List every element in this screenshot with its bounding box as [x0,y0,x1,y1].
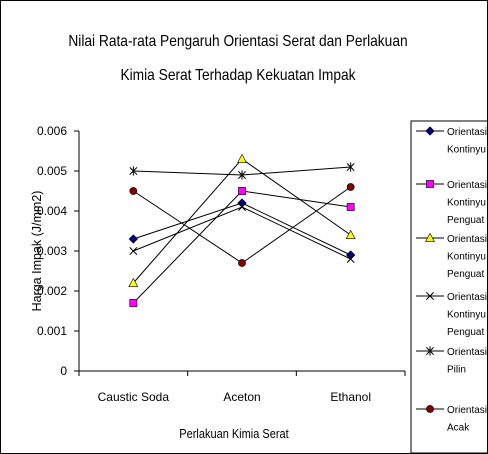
legend-label: Orientasi Sera [447,347,487,358]
chart-title-line-1: Nilai Rata-rata Pengaruh Orientasi Serat… [68,32,407,50]
y-axis-title: Harga Impak (J/mm2) [30,191,44,312]
legend-entry-2: Orientasi Sera Kontinyu 30% Penguat [416,180,487,226]
data-point [346,203,355,211]
data-point [238,259,246,267]
legend-label: Kontinyu 30% [447,198,487,209]
legend-label: Penguat [447,269,484,280]
data-point [129,247,138,255]
data-point [237,153,247,163]
legend-label: Kontinyu 40% [447,252,487,263]
legend-label: Orientasi Sera [447,405,487,416]
legend-label: Pilin [447,365,466,376]
x-tick-label: Aceton [223,390,260,404]
legend-label: Penguat [447,327,484,338]
x-axis-title: Perlakuan Kimia Serat [179,427,289,441]
data-point [129,299,138,307]
data-point [129,187,138,195]
x-tick-label: Ethanol [330,390,371,404]
legend-marker [426,292,434,300]
series-line [132,190,351,304]
data-point [129,166,138,176]
legend-marker [425,232,435,242]
data-point [238,170,246,180]
x-tick-label: Caustic Soda [98,390,170,404]
series-5 [129,162,355,180]
legend-label: Orientasi Sera [447,234,487,245]
legend-marker [426,180,434,188]
legend-box [410,120,487,453]
legend-entry-1: Orientasi Sera Kontinyu [416,126,487,156]
legend-entry-4: Orientasi Sera Kontinyu 50% Penguat [416,292,487,338]
y-tick-label: 0.005 [37,164,67,178]
y-tick-label: 0.002 [37,284,67,298]
legend: Orientasi Sera Kontinyu Orientasi Sera Kont… [410,120,487,453]
legend-entry-5: Orientasi Sera Pilin [416,346,487,376]
series-line [133,202,351,256]
legend-marker [426,346,434,356]
legend-label: Acak [447,423,470,434]
legend-entry-6: Orientasi Sera Acak [416,405,487,434]
series-3 [128,153,356,287]
y-tick-label: 0.004 [37,204,67,218]
series-line [133,206,351,260]
series-6 [129,183,355,267]
data-point [238,203,246,211]
y-tick-label: 0.006 [37,124,67,138]
y-tick-label: 0.001 [37,324,67,338]
series-2 [129,187,355,307]
data-point [238,187,246,195]
legend-label: Penguat [447,215,484,226]
y-tick-label: 0 [60,364,67,378]
legend-label: Orientasi Sera [447,127,487,138]
data-point [128,234,138,244]
data-point [128,277,139,287]
legend-marker [425,126,435,136]
plot-area: 0 0.001 0.002 0.003 0.004 0.005 0.006 Caustic S… [37,124,406,404]
data-point [237,198,247,208]
chart-title-line-2: Kimia Serat Terhadap Kekuatan Impak [120,66,356,84]
data-point [346,183,355,191]
legend-label: Kontinyu [447,145,486,156]
legend-label: Orientasi Sera [447,180,487,191]
legend-label: Orientasi Sera [447,292,487,303]
legend-label: Kontinyu 50% [447,310,487,321]
legend-marker [426,405,434,413]
data-point [346,255,355,263]
data-point [346,162,355,172]
data-point [345,229,356,239]
legend-entry-3: Orientasi Sera Kontinyu 40% Penguat [416,232,487,280]
series-4 [129,203,355,263]
y-tick-label: 0.003 [37,244,67,258]
